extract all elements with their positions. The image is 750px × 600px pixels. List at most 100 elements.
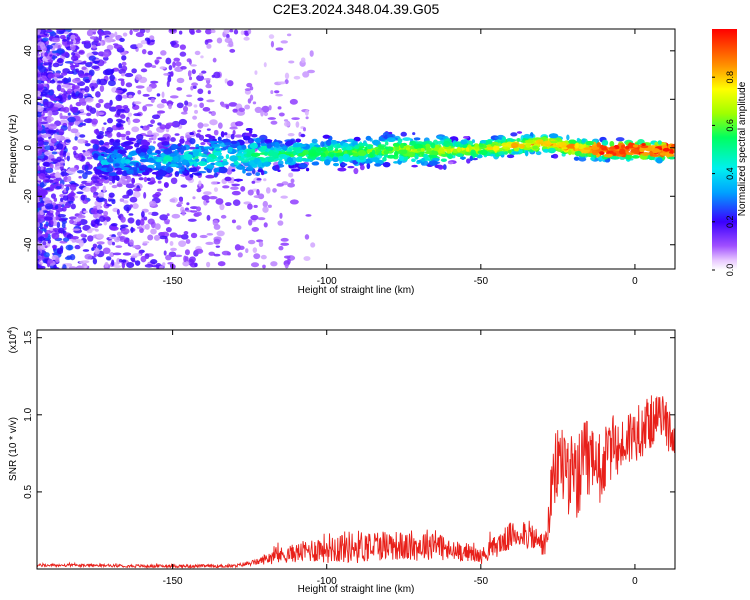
heatmap-cell bbox=[194, 248, 204, 254]
heatmap-cell bbox=[609, 141, 615, 148]
heatmap-cell bbox=[286, 33, 292, 37]
heatmap-cell bbox=[576, 137, 581, 142]
heatmap-cell bbox=[133, 101, 142, 105]
heatmap-cell bbox=[411, 164, 418, 168]
heatmap-cell bbox=[44, 245, 48, 249]
heatmap-cell bbox=[66, 36, 70, 43]
heatmap-cell bbox=[583, 147, 592, 150]
heatmap-cell bbox=[120, 79, 125, 87]
heatmap-cell bbox=[276, 183, 284, 187]
heatmap-cell bbox=[372, 139, 381, 146]
heatmap-cell bbox=[118, 258, 123, 263]
heatmap-cell bbox=[85, 112, 92, 117]
heatmap-cell bbox=[145, 134, 154, 138]
heatmap-cell bbox=[206, 128, 211, 131]
heatmap-cell bbox=[287, 258, 291, 265]
heatmap-cell bbox=[125, 130, 131, 136]
heatmap-cell bbox=[37, 160, 42, 163]
heatmap-cell bbox=[193, 160, 198, 167]
heatmap-cell bbox=[277, 81, 286, 85]
heatmap-cell bbox=[60, 72, 68, 76]
heatmap-cell bbox=[86, 29, 94, 37]
heatmap-cell bbox=[142, 93, 150, 97]
heatmap-cell bbox=[486, 149, 495, 153]
heatmap-cell bbox=[248, 219, 253, 226]
heatmap-cell bbox=[180, 111, 188, 115]
heatmap-cell bbox=[293, 75, 301, 80]
heatmap-cell bbox=[260, 110, 264, 117]
heatmap-cell bbox=[120, 158, 126, 164]
heatmap-cell bbox=[243, 36, 250, 41]
heatmap-cell bbox=[279, 212, 283, 219]
heatmap-cell bbox=[94, 219, 100, 225]
heatmap-cell bbox=[215, 245, 221, 248]
heatmap-cell bbox=[68, 192, 76, 197]
heatmap-cell bbox=[245, 248, 249, 253]
heatmap-cell bbox=[277, 220, 284, 226]
heatmap-cell bbox=[394, 150, 399, 157]
heatmap-cell bbox=[183, 255, 187, 263]
heatmap-cell bbox=[70, 55, 79, 62]
heatmap-cell bbox=[251, 226, 260, 232]
heatmap-cell bbox=[108, 236, 118, 240]
heatmap-cell bbox=[116, 231, 122, 237]
heatmap-cell bbox=[653, 149, 662, 153]
heatmap-cell bbox=[83, 118, 93, 124]
heatmap-cell bbox=[139, 227, 144, 234]
heatmap-cell bbox=[163, 155, 172, 162]
heatmap-cell bbox=[74, 136, 78, 141]
heatmap-cell bbox=[165, 57, 172, 65]
heatmap-cell bbox=[147, 50, 154, 56]
heatmap-cell bbox=[263, 178, 267, 182]
heatmap-cell bbox=[79, 112, 87, 116]
heatmap-cell bbox=[91, 65, 100, 70]
heatmap-cell bbox=[97, 197, 106, 202]
heatmap-cell bbox=[220, 131, 225, 138]
heatmap-cell bbox=[84, 78, 91, 84]
heatmap-cell bbox=[200, 142, 206, 146]
heatmap-cell bbox=[65, 244, 74, 251]
heatmap-cell bbox=[261, 105, 270, 113]
heatmap-cell bbox=[121, 136, 126, 141]
heatmap-cell bbox=[159, 66, 166, 70]
heatmap-cell bbox=[78, 240, 84, 247]
heatmap-cell bbox=[37, 104, 42, 110]
heatmap-cell bbox=[464, 151, 472, 156]
heatmap-cell bbox=[150, 80, 159, 84]
heatmap-cell bbox=[111, 68, 115, 74]
y-tick-label: 20 bbox=[23, 93, 34, 105]
heatmap-cell bbox=[302, 149, 310, 155]
heatmap-cell bbox=[91, 85, 95, 92]
heatmap-cell bbox=[98, 31, 105, 36]
heatmap-cell bbox=[119, 37, 125, 42]
heatmap-cell bbox=[189, 132, 195, 136]
heatmap-cell bbox=[42, 88, 51, 94]
heatmap-cell bbox=[240, 30, 245, 36]
heatmap-cell bbox=[203, 138, 209, 143]
heatmap-cell bbox=[176, 102, 184, 109]
heatmap-cell bbox=[116, 183, 123, 188]
heatmap-cell bbox=[67, 112, 71, 116]
heatmap-cell bbox=[73, 150, 77, 156]
heatmap-cell bbox=[206, 261, 211, 268]
heatmap-cell bbox=[122, 252, 132, 256]
snr-series-line bbox=[37, 395, 675, 569]
heatmap-cell bbox=[205, 174, 215, 179]
heatmap-cell bbox=[252, 101, 257, 105]
snr-x-axis-label: Height of straight line (km) bbox=[298, 584, 415, 595]
heatmap-cell bbox=[82, 122, 86, 126]
heatmap-cell bbox=[168, 64, 173, 71]
heatmap-cell bbox=[419, 147, 426, 152]
heatmap-cell bbox=[100, 153, 105, 157]
heatmap-cell bbox=[89, 36, 97, 40]
heatmap-cell bbox=[204, 146, 211, 150]
heatmap-cell bbox=[140, 40, 147, 45]
heatmap-cell bbox=[91, 118, 98, 125]
heatmap-cell bbox=[172, 61, 176, 68]
heatmap-cell bbox=[111, 146, 121, 150]
heatmap-cell bbox=[67, 71, 75, 75]
snr-y-multiplier-base: (x10 bbox=[8, 333, 19, 353]
snr-x-ticks: -150 -100 -50 0 bbox=[163, 330, 638, 587]
heatmap-cell bbox=[267, 204, 272, 208]
heatmap-cell bbox=[251, 180, 256, 184]
